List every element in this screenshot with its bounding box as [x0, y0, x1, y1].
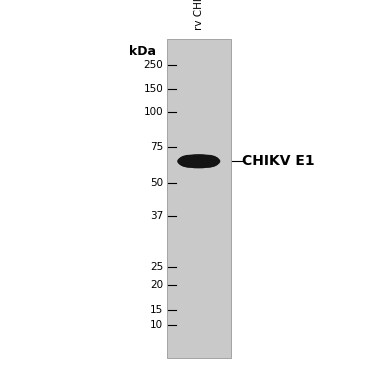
Bar [167, 39, 231, 358]
Ellipse shape [177, 154, 220, 168]
Ellipse shape [178, 155, 201, 168]
Text: 250: 250 [143, 60, 163, 70]
Text: 100: 100 [144, 107, 163, 117]
Text: 15: 15 [150, 305, 163, 315]
Text: 37: 37 [150, 211, 163, 221]
Text: 25: 25 [150, 262, 163, 272]
Ellipse shape [197, 155, 219, 168]
Text: kDa: kDa [129, 45, 156, 58]
Text: 150: 150 [143, 84, 163, 93]
Text: CHIKV E1: CHIKV E1 [242, 154, 315, 168]
Text: 50: 50 [150, 178, 163, 188]
Text: rv CHIKV E1: rv CHIKV E1 [194, 0, 204, 30]
Text: 10: 10 [150, 320, 163, 330]
Text: 20: 20 [150, 280, 163, 290]
Text: 75: 75 [150, 142, 163, 152]
